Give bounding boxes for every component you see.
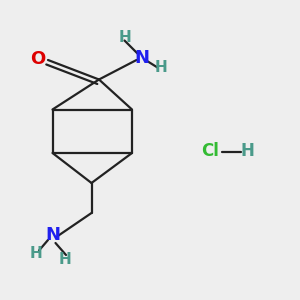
Text: N: N <box>134 50 149 68</box>
Text: H: H <box>154 60 167 75</box>
Text: O: O <box>30 50 45 68</box>
Text: H: H <box>30 246 42 261</box>
Text: H: H <box>241 142 254 160</box>
Text: Cl: Cl <box>201 142 219 160</box>
Text: H: H <box>58 252 71 267</box>
Text: H: H <box>118 30 131 45</box>
Text: N: N <box>45 226 60 244</box>
